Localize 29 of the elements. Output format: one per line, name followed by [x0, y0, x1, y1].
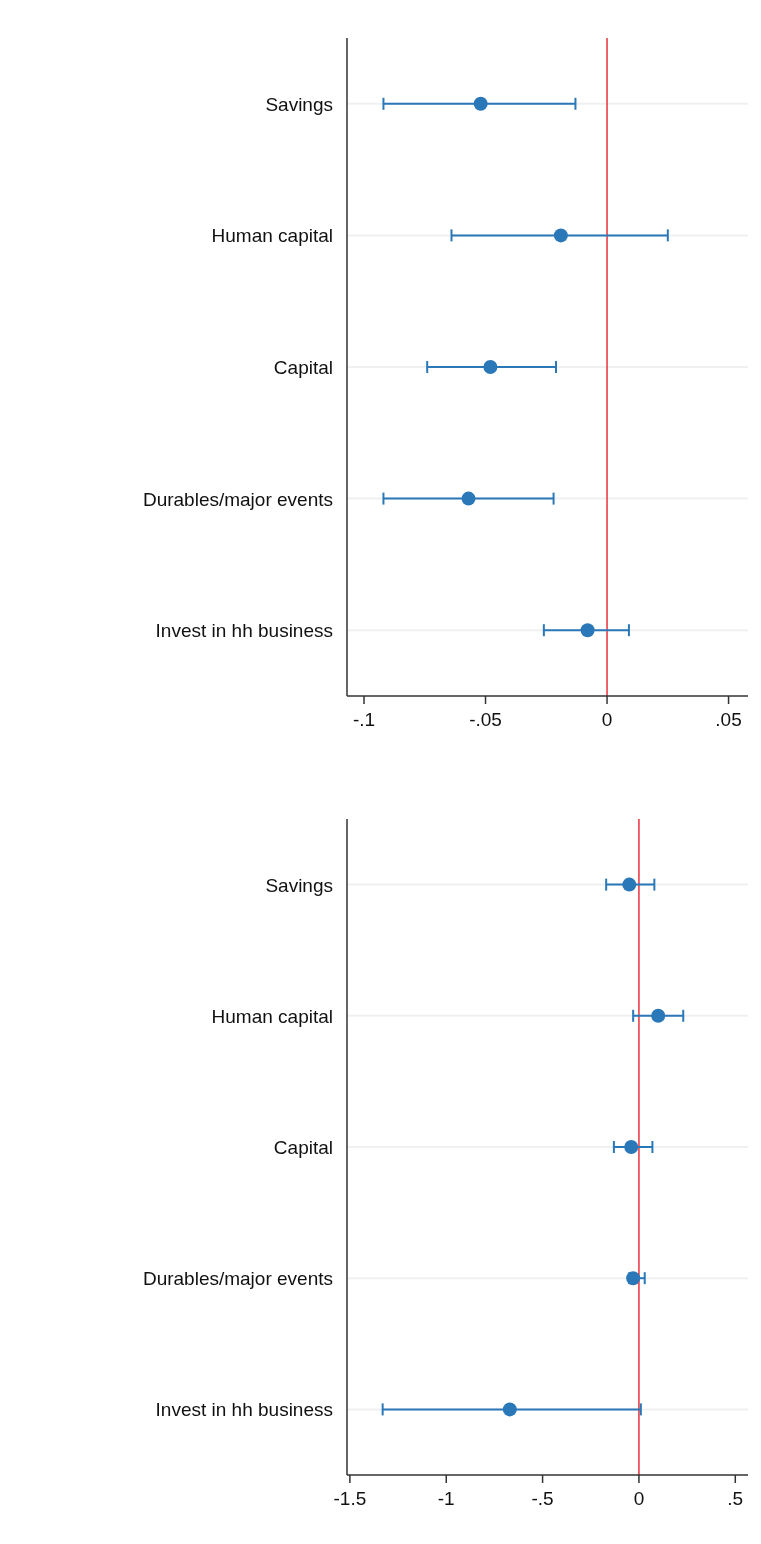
x-tick-label: -1: [437, 1488, 455, 1509]
x-tick-label: -.5: [531, 1488, 554, 1509]
x-tick-label: -.05: [469, 709, 502, 730]
point: [461, 491, 476, 506]
x-tick-label: .5: [727, 1488, 744, 1509]
x-tick-label: 0: [633, 1488, 645, 1509]
point: [624, 1140, 639, 1154]
y-tick-label: Capital: [273, 1137, 333, 1158]
y-tick-label: Invest in hh business: [155, 620, 333, 642]
x-tick-label: -1.5: [333, 1488, 367, 1509]
y-tick-label: Savings: [265, 874, 333, 896]
y-tick-label: Capital: [273, 357, 333, 378]
y-tick-label: Savings: [265, 93, 333, 115]
y-tick-label: Durables/major events: [142, 1268, 333, 1290]
y-tick-label: Durables/major events: [142, 488, 333, 510]
point: [483, 360, 498, 374]
point: [626, 1271, 641, 1286]
point: [553, 228, 568, 243]
point: [473, 96, 488, 111]
x-tick-label: 0: [601, 709, 613, 730]
x-tick-label: -.1: [352, 709, 376, 730]
y-tick-label: Human capital: [211, 1005, 333, 1027]
y-tick-label: Invest in hh business: [155, 1399, 333, 1421]
point: [580, 623, 595, 638]
x-tick-label: .05: [715, 709, 742, 730]
point: [502, 1402, 517, 1417]
point: [622, 877, 637, 892]
point: [651, 1008, 666, 1023]
y-tick-label: Human capital: [211, 225, 333, 247]
